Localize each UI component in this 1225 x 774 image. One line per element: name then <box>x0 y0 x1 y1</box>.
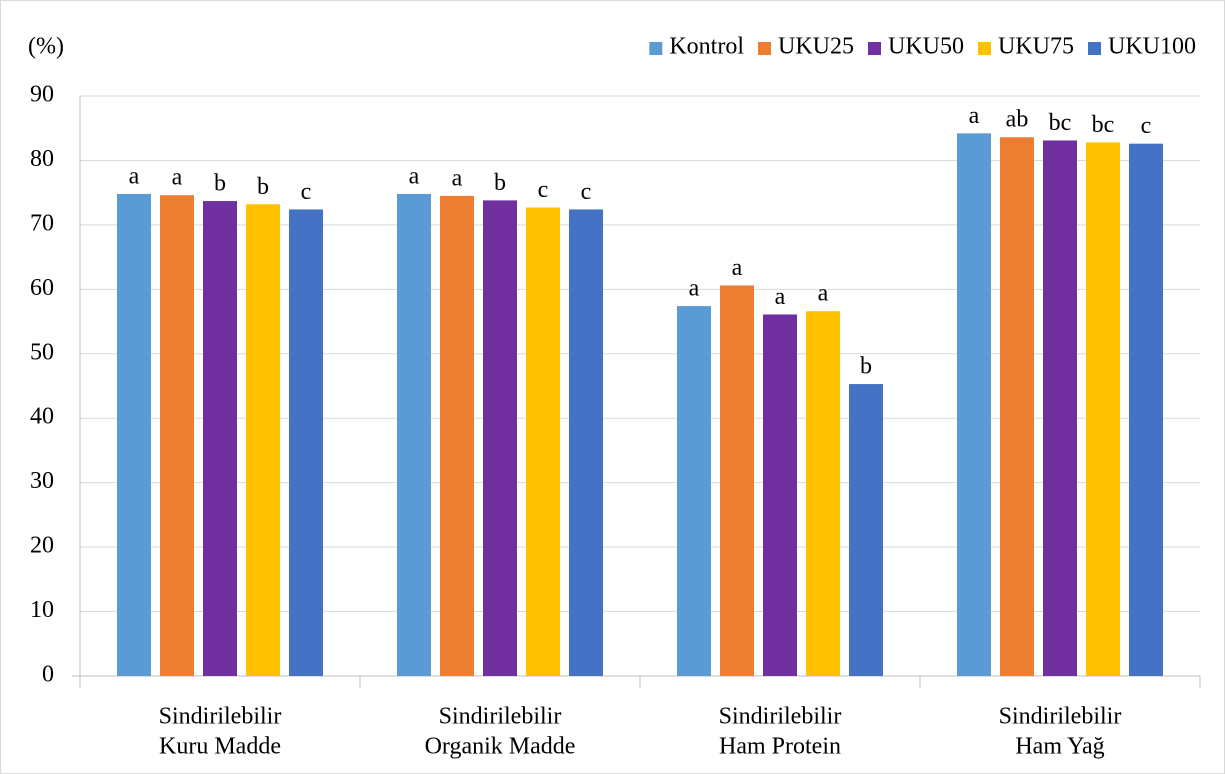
x-tick-label: Sindirilebilir <box>999 704 1122 730</box>
bar <box>677 306 711 676</box>
legend-label: UKU50 <box>888 34 964 60</box>
significance-letter: c <box>538 177 549 203</box>
x-tick-label: Kuru Madde <box>159 734 281 760</box>
bar <box>1086 142 1120 676</box>
legend-swatch <box>758 42 771 55</box>
bar <box>806 311 840 676</box>
bar <box>397 193 431 676</box>
significance-letter: ab <box>1006 107 1029 133</box>
legend-swatch <box>978 42 991 55</box>
bar <box>289 209 323 676</box>
bar <box>440 195 474 676</box>
bar <box>117 193 151 676</box>
y-tick-label: 20 <box>30 533 54 559</box>
significance-letter: bc <box>1092 112 1115 138</box>
bar <box>1129 143 1163 676</box>
bar <box>1000 137 1034 676</box>
significance-letter: b <box>860 354 872 380</box>
bar <box>957 133 991 676</box>
legend-label: UKU25 <box>778 34 854 60</box>
bar <box>526 207 560 676</box>
legend-swatch <box>1088 42 1101 55</box>
bar <box>763 314 797 676</box>
bar <box>160 195 194 676</box>
bar <box>569 209 603 676</box>
significance-letter: a <box>969 103 980 129</box>
bar <box>720 285 754 676</box>
legend-label: UKU75 <box>998 34 1074 60</box>
significance-letter: a <box>172 165 183 191</box>
significance-letter: a <box>409 163 420 189</box>
legend-label: Kontrol <box>669 34 744 60</box>
bar <box>1043 140 1077 676</box>
significance-letter: a <box>732 255 743 281</box>
x-tick-label: Ham Yağ <box>1015 734 1104 760</box>
y-tick-label: 0 <box>42 662 54 688</box>
significance-letter: b <box>494 170 506 196</box>
y-tick-label: 10 <box>30 597 54 623</box>
significance-letter: a <box>452 165 463 191</box>
x-tick-label: Sindirilebilir <box>159 704 282 730</box>
y-tick-label: 90 <box>30 82 54 108</box>
y-tick-label: 30 <box>30 468 54 494</box>
significance-letter: a <box>775 284 786 310</box>
significance-letter: b <box>214 171 226 197</box>
significance-letter: c <box>301 179 312 205</box>
significance-letter: a <box>689 276 700 302</box>
significance-letter: c <box>1141 113 1152 139</box>
legend-swatch <box>868 42 881 55</box>
legend-swatch <box>649 42 663 55</box>
significance-letter: b <box>257 174 269 200</box>
x-tick-label: Sindirilebilir <box>439 704 562 730</box>
y-tick-label: 80 <box>30 146 54 172</box>
bar <box>246 204 280 676</box>
bar <box>203 201 237 677</box>
significance-letter: a <box>129 163 140 189</box>
legend-label: UKU100 <box>1108 34 1196 60</box>
significance-letter: c <box>581 179 592 205</box>
x-tick-label: Sindirilebilir <box>719 704 842 730</box>
y-tick-label: 50 <box>30 339 54 365</box>
bar <box>483 200 517 676</box>
y-tick-label: 40 <box>30 404 54 430</box>
x-tick-label: Ham Protein <box>719 734 841 760</box>
bar <box>849 384 883 676</box>
x-tick-label: Organik Madde <box>425 734 576 760</box>
y-tick-label: 60 <box>30 275 54 301</box>
significance-letter: a <box>818 281 829 307</box>
significance-letter: bc <box>1049 110 1072 136</box>
y-axis-label: (%) <box>28 34 64 60</box>
y-tick-label: 70 <box>30 210 54 236</box>
